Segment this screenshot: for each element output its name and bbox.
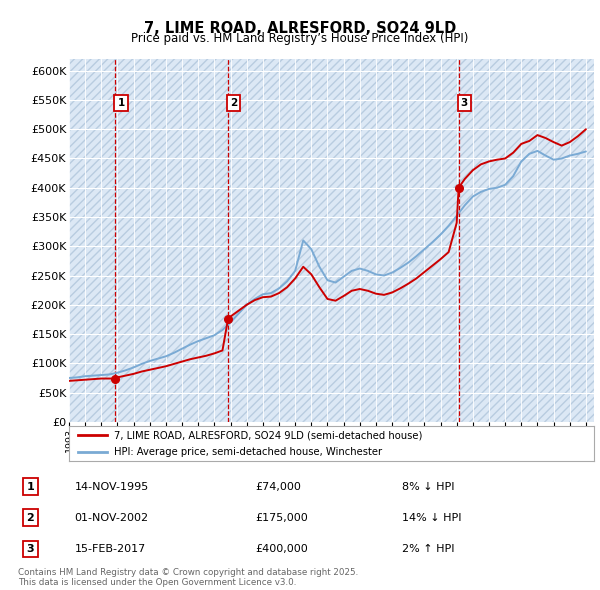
Text: Price paid vs. HM Land Registry’s House Price Index (HPI): Price paid vs. HM Land Registry’s House … [131, 32, 469, 45]
Text: 2: 2 [230, 98, 237, 108]
Text: 3: 3 [461, 98, 468, 108]
Text: 14-NOV-1995: 14-NOV-1995 [74, 481, 149, 491]
Text: £400,000: £400,000 [255, 544, 308, 554]
Text: 01-NOV-2002: 01-NOV-2002 [74, 513, 149, 523]
Text: 3: 3 [26, 544, 34, 554]
Text: 15-FEB-2017: 15-FEB-2017 [74, 544, 146, 554]
Text: 14% ↓ HPI: 14% ↓ HPI [401, 513, 461, 523]
Text: 2% ↑ HPI: 2% ↑ HPI [401, 544, 454, 554]
Text: 8% ↓ HPI: 8% ↓ HPI [401, 481, 454, 491]
Text: HPI: Average price, semi-detached house, Winchester: HPI: Average price, semi-detached house,… [113, 447, 382, 457]
Text: £74,000: £74,000 [255, 481, 301, 491]
Text: 2: 2 [26, 513, 34, 523]
Text: 1: 1 [26, 481, 34, 491]
Text: Contains HM Land Registry data © Crown copyright and database right 2025.
This d: Contains HM Land Registry data © Crown c… [18, 568, 358, 587]
Text: 1: 1 [118, 98, 125, 108]
Text: 7, LIME ROAD, ALRESFORD, SO24 9LD (semi-detached house): 7, LIME ROAD, ALRESFORD, SO24 9LD (semi-… [113, 430, 422, 440]
Text: 7, LIME ROAD, ALRESFORD, SO24 9LD: 7, LIME ROAD, ALRESFORD, SO24 9LD [144, 21, 456, 35]
Text: £175,000: £175,000 [255, 513, 308, 523]
